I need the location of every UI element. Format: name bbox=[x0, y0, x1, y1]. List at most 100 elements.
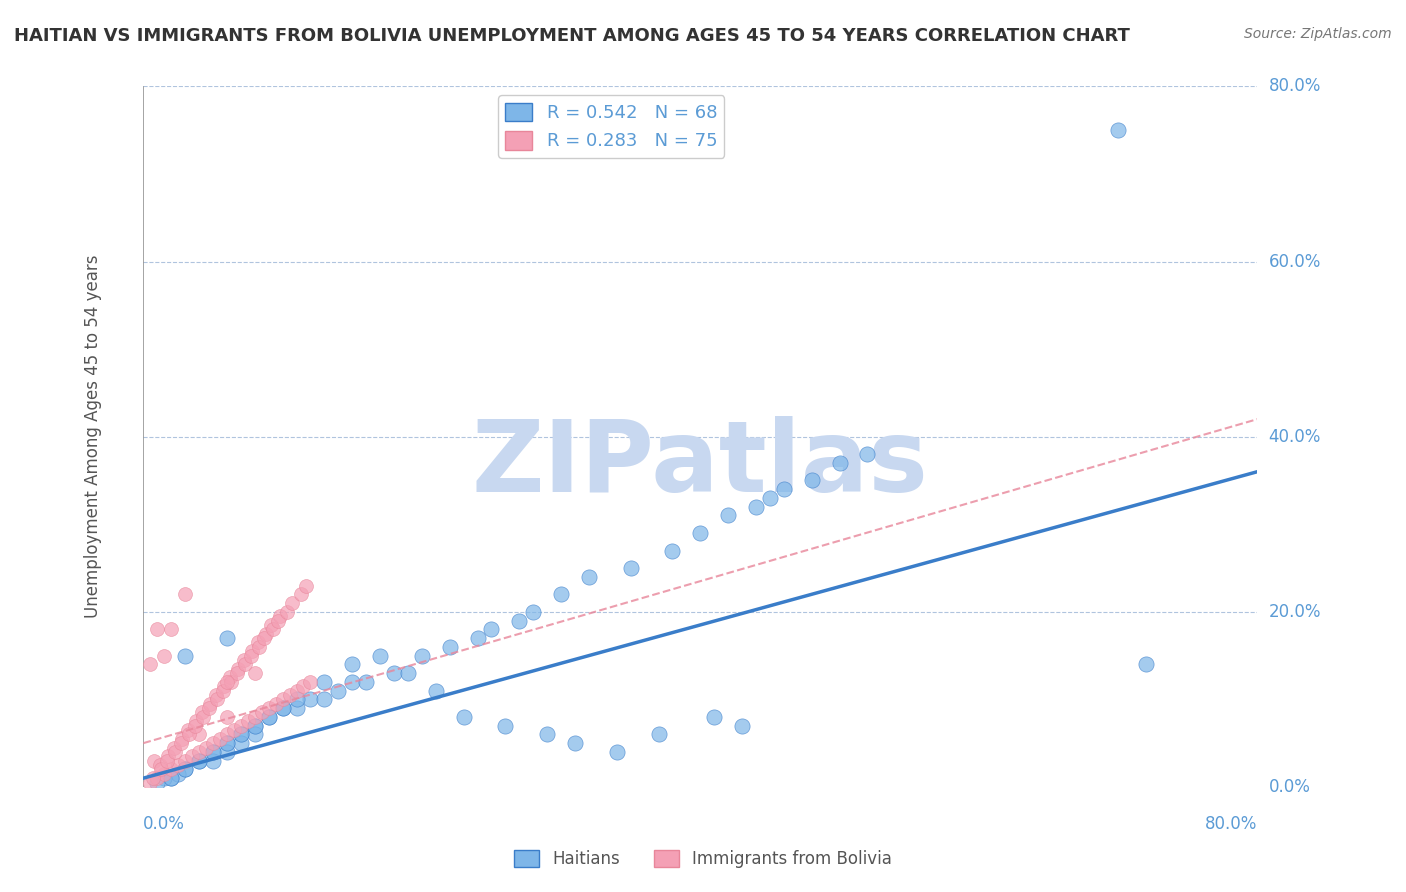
Point bbox=[481, 623, 503, 637]
Point bbox=[292, 679, 315, 693]
Point bbox=[186, 714, 208, 729]
Point bbox=[290, 587, 312, 601]
Point bbox=[156, 754, 179, 768]
Point bbox=[146, 771, 169, 785]
Point bbox=[160, 763, 183, 777]
Point bbox=[211, 683, 233, 698]
Point bbox=[717, 508, 740, 523]
Point bbox=[620, 561, 643, 575]
Point bbox=[354, 674, 377, 689]
Text: 80.0%: 80.0% bbox=[1205, 815, 1257, 833]
Point bbox=[243, 718, 266, 732]
Point bbox=[139, 657, 162, 672]
Point bbox=[193, 710, 215, 724]
Point bbox=[254, 626, 277, 640]
Point bbox=[167, 766, 190, 780]
Point bbox=[453, 710, 475, 724]
Point bbox=[188, 745, 211, 759]
Point bbox=[564, 736, 586, 750]
Point bbox=[191, 706, 214, 720]
Point bbox=[295, 578, 318, 592]
Legend: R = 0.542   N = 68, R = 0.283   N = 75: R = 0.542 N = 68, R = 0.283 N = 75 bbox=[498, 95, 724, 158]
Point bbox=[243, 727, 266, 741]
Point bbox=[243, 666, 266, 681]
Point bbox=[269, 609, 291, 624]
Point bbox=[285, 683, 308, 698]
Point bbox=[800, 474, 823, 488]
Point bbox=[856, 447, 879, 461]
Point bbox=[239, 648, 262, 663]
Point bbox=[494, 718, 516, 732]
Point bbox=[142, 771, 165, 785]
Text: 0.0%: 0.0% bbox=[143, 815, 186, 833]
Text: ZIPatlas: ZIPatlas bbox=[472, 417, 929, 513]
Point bbox=[731, 718, 754, 732]
Point bbox=[703, 710, 725, 724]
Point bbox=[225, 666, 247, 681]
Point bbox=[285, 701, 308, 715]
Point bbox=[215, 736, 238, 750]
Point bbox=[229, 727, 252, 741]
Point bbox=[198, 697, 221, 711]
Point bbox=[153, 766, 176, 780]
Point bbox=[267, 614, 290, 628]
Point bbox=[661, 543, 683, 558]
Point bbox=[271, 701, 294, 715]
Point bbox=[165, 745, 187, 759]
Point bbox=[264, 697, 287, 711]
Point bbox=[181, 749, 204, 764]
Point bbox=[219, 674, 242, 689]
Point bbox=[188, 754, 211, 768]
Point bbox=[233, 657, 256, 672]
Point bbox=[773, 482, 796, 496]
Point bbox=[139, 775, 162, 789]
Point bbox=[550, 587, 572, 601]
Point bbox=[411, 648, 433, 663]
Point bbox=[368, 648, 391, 663]
Point bbox=[143, 754, 166, 768]
Point bbox=[208, 731, 231, 746]
Point bbox=[201, 745, 224, 759]
Point bbox=[522, 605, 544, 619]
Point bbox=[153, 771, 176, 785]
Point bbox=[745, 500, 768, 514]
Point bbox=[647, 727, 669, 741]
Point bbox=[174, 763, 197, 777]
Point bbox=[179, 727, 201, 741]
Point bbox=[1135, 657, 1157, 672]
Point bbox=[342, 674, 364, 689]
Point bbox=[281, 596, 304, 610]
Point bbox=[299, 674, 322, 689]
Point bbox=[174, 648, 197, 663]
Point bbox=[253, 631, 276, 645]
Point bbox=[247, 640, 270, 654]
Point bbox=[260, 618, 283, 632]
Text: 0.0%: 0.0% bbox=[1268, 778, 1310, 796]
Point bbox=[271, 692, 294, 706]
Point bbox=[174, 587, 197, 601]
Point bbox=[174, 763, 197, 777]
Point bbox=[536, 727, 558, 741]
Point bbox=[467, 631, 489, 645]
Point bbox=[201, 745, 224, 759]
Point bbox=[188, 754, 211, 768]
Point bbox=[342, 657, 364, 672]
Point bbox=[439, 640, 461, 654]
Point bbox=[167, 758, 190, 772]
Point bbox=[229, 718, 252, 732]
Point bbox=[396, 666, 419, 681]
Point bbox=[606, 745, 628, 759]
Point bbox=[382, 666, 405, 681]
Point bbox=[150, 763, 173, 777]
Point bbox=[226, 662, 249, 676]
Point bbox=[689, 526, 711, 541]
Point bbox=[205, 692, 228, 706]
Point bbox=[246, 635, 269, 649]
Point bbox=[425, 683, 447, 698]
Point bbox=[146, 775, 169, 789]
Point bbox=[229, 727, 252, 741]
Point bbox=[276, 605, 298, 619]
Point bbox=[197, 701, 219, 715]
Point bbox=[212, 679, 235, 693]
Point bbox=[1107, 123, 1129, 137]
